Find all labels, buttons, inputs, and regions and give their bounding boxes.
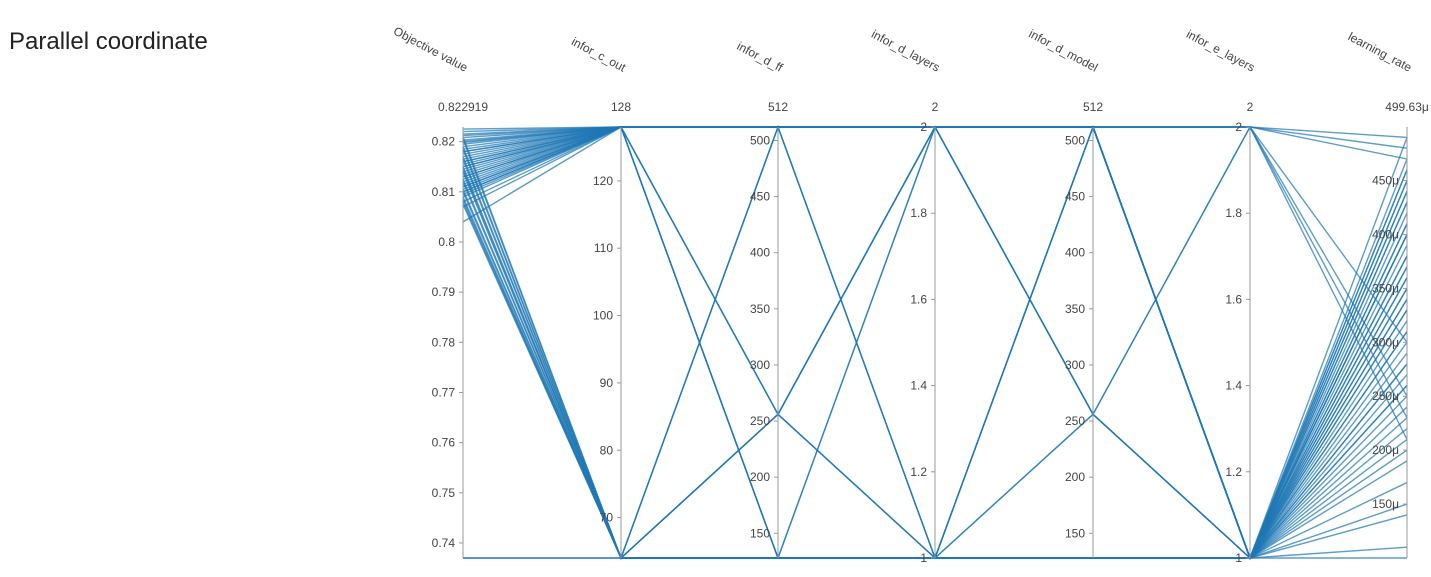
tick-label: 150 — [1065, 526, 1085, 540]
tick-label: 300 — [1065, 358, 1085, 372]
tick-label: 1.8 — [910, 206, 927, 220]
tick-label: 0.81 — [432, 185, 456, 199]
tick-label: 1.8 — [1225, 206, 1242, 220]
tick-label: 250 — [1065, 414, 1085, 428]
tick-label: 450μ — [1372, 174, 1399, 188]
tick-label: 1.4 — [910, 379, 927, 393]
tick-label: 70 — [600, 511, 614, 525]
axis-max-label-infor-e-layers: 2 — [1247, 100, 1254, 114]
tick-label: 0.76 — [432, 436, 456, 450]
axis-max-label-infor-d-ff: 512 — [768, 100, 788, 114]
tick-label: 1 — [920, 551, 927, 565]
tick-label: 300μ — [1372, 335, 1399, 349]
tick-label: 400μ — [1372, 227, 1399, 241]
tick-label: 200 — [750, 470, 770, 484]
tick-label: 250μ — [1372, 389, 1399, 403]
tick-label: 400 — [750, 246, 770, 260]
axis-max-label-objective-value: 0.822919 — [438, 100, 488, 114]
axis-max-label-infor-d-layers: 2 — [932, 100, 939, 114]
tick-label: 1.4 — [1225, 379, 1242, 393]
axis-name-objective-value[interactable]: Objective value — [391, 24, 470, 75]
tick-label: 2 — [920, 120, 927, 134]
tick-label: 250 — [750, 414, 770, 428]
tick-label: 1.2 — [910, 465, 927, 479]
axis-name-infor-d-model[interactable]: infor_d_model — [1026, 27, 1100, 75]
tick-label: 0.77 — [432, 385, 456, 399]
axis-name-infor-c-out[interactable]: infor_c_out — [569, 34, 629, 75]
axis-name-infor-d-ff[interactable]: infor_d_ff — [735, 39, 786, 75]
tick-label: 400 — [1065, 246, 1085, 260]
tick-label: 0.79 — [432, 285, 456, 299]
tick-label: 500 — [1065, 133, 1085, 147]
tick-label: 450 — [1065, 190, 1085, 204]
tick-label: 80 — [600, 443, 614, 457]
tick-label: 150 — [750, 526, 770, 540]
tick-label: 300 — [750, 358, 770, 372]
axis-max-label-infor-c-out: 128 — [611, 100, 631, 114]
tick-label: 90 — [600, 376, 614, 390]
axes: Objective value 0.822919 0.82 0.81 0.8 0.79 0.… — [391, 24, 1429, 565]
tick-label: 450 — [750, 190, 770, 204]
page-title: Parallel coordinate — [9, 28, 208, 55]
tick-label: 1 — [1235, 551, 1242, 565]
tick-label: 110 — [594, 241, 613, 255]
tick-label: 1.6 — [910, 292, 927, 306]
axis-name-infor-e-layers[interactable]: infor_e_layers — [1184, 27, 1257, 75]
tick-label: 1.2 — [1225, 465, 1242, 479]
tick-label: 200 — [1065, 470, 1085, 484]
tick-label: 200μ — [1372, 443, 1399, 457]
tick-label: 1.6 — [1225, 292, 1242, 306]
tick-label: 120 — [593, 174, 613, 188]
axis-max-label-learning-rate: 499.63μ — [1385, 100, 1429, 114]
tick-label: 0.78 — [432, 335, 456, 349]
tick-label: 2 — [1235, 120, 1242, 134]
tick-label: 100 — [593, 309, 613, 323]
tick-label: 0.75 — [432, 486, 456, 500]
tick-label: 0.82 — [432, 135, 456, 149]
tick-label: 350 — [1065, 302, 1085, 316]
axis-max-label-infor-d-model: 512 — [1083, 100, 1103, 114]
tick-label: 350 — [750, 302, 770, 316]
tick-label: 0.8 — [438, 235, 455, 249]
tick-label: 350μ — [1372, 281, 1399, 295]
axis-name-learning-rate[interactable]: learning_rate — [1346, 29, 1415, 74]
tick-label: 500 — [750, 133, 770, 147]
axis-name-infor-d-layers[interactable]: infor_d_layers — [869, 27, 942, 75]
tick-label: 150μ — [1372, 497, 1399, 511]
tick-label: 0.74 — [432, 536, 456, 550]
